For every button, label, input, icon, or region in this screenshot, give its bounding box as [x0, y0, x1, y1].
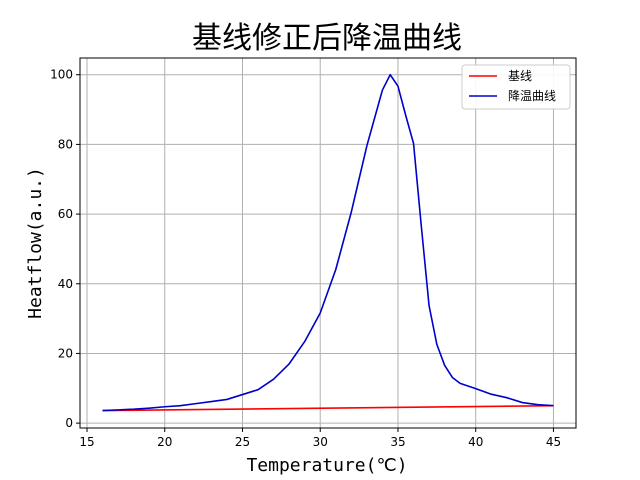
x-tick-label: 15 — [79, 435, 94, 449]
x-tick-label: 20 — [157, 435, 172, 449]
legend-label-1: 降温曲线 — [508, 89, 556, 103]
series-lines — [102, 73, 554, 412]
y-tick-label: 0 — [65, 416, 73, 430]
x-tick-label: 25 — [235, 435, 250, 449]
y-tick-label: 100 — [50, 68, 73, 82]
x-tick-label: 40 — [468, 435, 483, 449]
series-line-1 — [102, 73, 554, 412]
x-axis-label: Temperature(℃) — [246, 455, 407, 476]
x-tick-label: 35 — [390, 435, 405, 449]
series-line-0 — [102, 404, 554, 412]
x-ticks: 15 20 25 30 35 40 45 — [79, 428, 561, 449]
plot-frame — [79, 57, 577, 429]
x-tick-label: 45 — [546, 435, 561, 449]
y-tick-label: 40 — [58, 277, 73, 291]
legend-label-0: 基线 — [508, 69, 532, 83]
y-tick-label: 20 — [58, 346, 73, 360]
y-ticks: 0 20 40 60 80 100 — [50, 68, 80, 430]
x-tick-label: 30 — [313, 435, 328, 449]
y-tick-label: 80 — [58, 137, 73, 151]
grid-lines — [80, 58, 576, 428]
y-tick-label: 60 — [58, 207, 73, 221]
y-axis-label: Heatflow(a.u.) — [25, 167, 46, 319]
chart-title: 基线修正后降温曲线 — [192, 21, 462, 56]
